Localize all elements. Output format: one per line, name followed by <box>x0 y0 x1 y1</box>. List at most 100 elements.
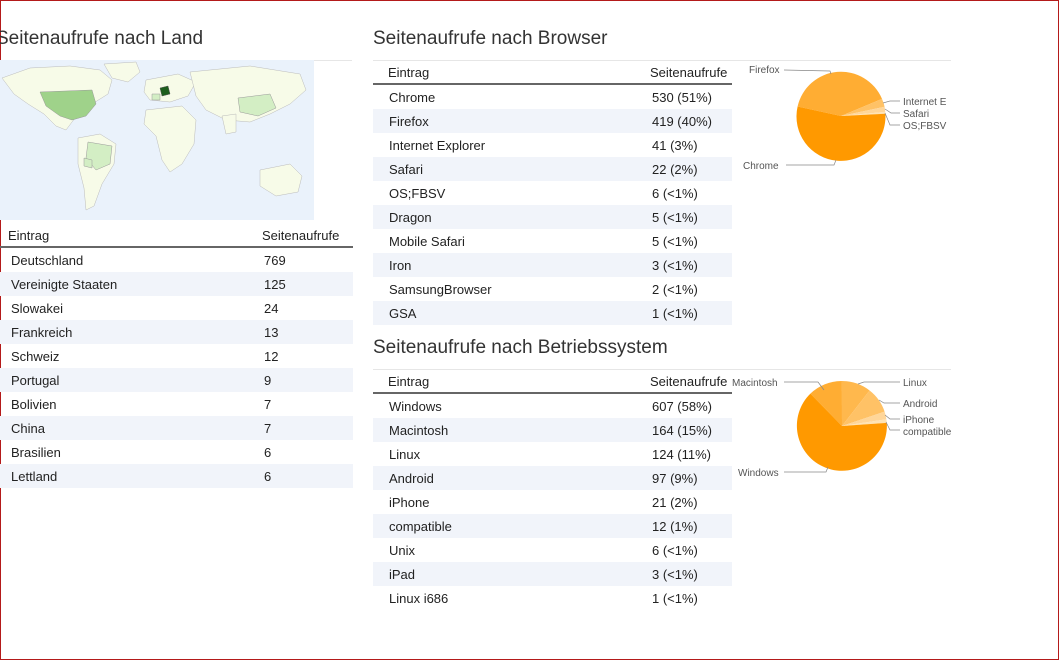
pie-label-linux: Linux <box>903 378 927 389</box>
table-row[interactable]: Iron 3 (<1%) <box>373 253 732 277</box>
os-section-title: Seitenaufrufe nach Betriebssystem <box>373 337 668 358</box>
table-row[interactable]: GSA 1 (<1%) <box>373 301 732 325</box>
os-col-entry[interactable]: Eintrag <box>373 370 642 394</box>
table-row[interactable]: Windows 607 (58%) <box>373 393 732 418</box>
row-label: Iron <box>373 253 642 277</box>
row-label: Firefox <box>373 109 642 133</box>
row-value: 7 <box>264 396 272 412</box>
os-table: Eintrag Seitenaufrufe Windows 607 (58%) M… <box>373 370 732 610</box>
table-row[interactable]: compatible 12 (1%) <box>373 514 732 538</box>
table-row[interactable]: iPhone 21 (2%) <box>373 490 732 514</box>
browser-table-header: Eintrag Seitenaufrufe <box>373 61 732 85</box>
table-row[interactable]: Slowakei 24 <box>0 296 353 320</box>
pie-slice-iphone[interactable] <box>842 411 887 426</box>
row-label: iPad <box>373 562 642 586</box>
row-value: 22 (2%) <box>642 157 732 181</box>
row-label: Chrome <box>389 89 436 105</box>
row-label: Dragon <box>373 205 642 229</box>
row-label: Schweiz <box>11 348 60 364</box>
row-label: Bolivien <box>11 396 57 412</box>
map-france <box>151 93 161 101</box>
row-value: 530 (51%) <box>652 89 712 105</box>
os-col-views[interactable]: Seitenaufrufe <box>642 370 732 394</box>
table-row[interactable]: Bolivien 7 <box>0 392 353 416</box>
country-col-entry[interactable]: Eintrag <box>0 224 254 248</box>
row-label: Safari <box>373 157 642 181</box>
row-value: 419 (40%) <box>642 109 732 133</box>
pie-slice-linux[interactable] <box>841 380 870 426</box>
os-title-rule <box>373 369 951 370</box>
row-value: 607 (58%) <box>652 398 712 414</box>
table-row[interactable]: Macintosh 164 (15%) <box>373 418 732 442</box>
row-label: Windows <box>389 398 442 414</box>
row-label: Linux i686 <box>389 590 449 606</box>
browser-col-entry[interactable]: Eintrag <box>373 61 642 85</box>
browser-table: Eintrag Seitenaufrufe Chrome 530 (51%) Fi… <box>373 61 732 325</box>
pie-slice-android[interactable] <box>842 390 885 427</box>
label-line-android <box>878 399 900 404</box>
table-row[interactable]: Mobile Safari 5 (<1%) <box>373 229 732 253</box>
table-row[interactable]: SamsungBrowser 2 (<1%) <box>373 277 732 301</box>
table-row[interactable]: Deutschland 769 <box>0 247 353 272</box>
table-row[interactable]: Internet Explorer 41 (3%) <box>373 133 732 157</box>
table-row[interactable]: Frankreich 13 <box>0 320 353 344</box>
label-line-firefox <box>783 69 832 75</box>
table-row[interactable]: Lettland 6 <box>0 464 353 488</box>
table-row[interactable]: iPad 3 (<1%) <box>373 562 732 586</box>
world-map[interactable] <box>0 60 314 220</box>
row-value: 6 (<1%) <box>652 542 698 558</box>
label-line-safari <box>884 108 900 114</box>
table-row[interactable]: Linux i686 1 (<1%) <box>373 586 732 610</box>
table-row[interactable]: Portugal 9 <box>0 368 353 392</box>
pie-slice-compatible[interactable] <box>842 419 887 426</box>
table-row[interactable]: Brasilien 6 <box>0 440 353 464</box>
row-value: 2 (<1%) <box>652 281 698 297</box>
map-bolivia <box>83 157 93 169</box>
map-australia <box>259 163 303 197</box>
row-value: 9 <box>254 368 353 392</box>
table-row[interactable]: Schweiz 12 <box>0 344 353 368</box>
os-table-header: Eintrag Seitenaufrufe <box>373 370 732 394</box>
label-line-windows <box>784 466 829 473</box>
row-value: 5 (<1%) <box>642 205 732 229</box>
label-line-osfbsv <box>884 112 900 126</box>
row-label: Mobile Safari <box>389 233 465 249</box>
table-row[interactable]: Chrome 530 (51%) <box>373 84 732 109</box>
pie-label-android: Android <box>903 399 937 410</box>
table-row[interactable]: Firefox 419 (40%) <box>373 109 732 133</box>
pie-slice-safari[interactable] <box>841 106 886 116</box>
map-india <box>221 113 237 135</box>
row-value: 164 (15%) <box>642 418 732 442</box>
table-row[interactable]: Safari 22 (2%) <box>373 157 732 181</box>
table-row[interactable]: Dragon 5 (<1%) <box>373 205 732 229</box>
pie-slice-osfbsv[interactable] <box>841 111 886 116</box>
map-greenland <box>103 61 141 83</box>
table-row[interactable]: China 7 <box>0 416 353 440</box>
row-label: Deutschland <box>11 252 84 268</box>
os-pie-chart[interactable]: Macintosh Linux Android iPhone compatibl… <box>724 370 952 490</box>
row-value: 6 (<1%) <box>652 185 698 201</box>
table-row[interactable]: Android 97 (9%) <box>373 466 732 490</box>
pie-slice-macintosh[interactable] <box>810 380 842 426</box>
row-label: SamsungBrowser <box>389 281 492 297</box>
map-germany <box>159 85 171 97</box>
browser-col-views[interactable]: Seitenaufrufe <box>642 61 732 85</box>
map-china <box>237 93 277 117</box>
pie-slice-chrome[interactable] <box>796 106 886 161</box>
pie-slice-windows[interactable] <box>796 393 887 471</box>
table-row[interactable]: OS;FBSV 6 (<1%) <box>373 181 732 205</box>
pie-slice-firefox[interactable] <box>797 71 882 116</box>
row-value: 3 (<1%) <box>642 562 732 586</box>
row-label: Macintosh <box>373 418 642 442</box>
pie-slice-internet-explorer[interactable] <box>841 98 885 116</box>
table-row[interactable]: Linux 124 (11%) <box>373 442 732 466</box>
pie-label-windows: Windows <box>738 468 779 479</box>
browser-title-rule <box>373 60 951 61</box>
table-row[interactable]: Vereinigte Staaten 125 <box>0 272 353 296</box>
country-col-views[interactable]: Seitenaufrufe <box>254 224 353 248</box>
table-row[interactable]: Unix 6 (<1%) <box>373 538 732 562</box>
label-line-macintosh <box>784 381 825 391</box>
browser-pie-chart[interactable]: Firefox Internet E Safari OS;FBSV Chrome <box>736 60 952 180</box>
row-value: 97 (9%) <box>642 466 732 490</box>
label-line-chrome <box>786 159 837 166</box>
